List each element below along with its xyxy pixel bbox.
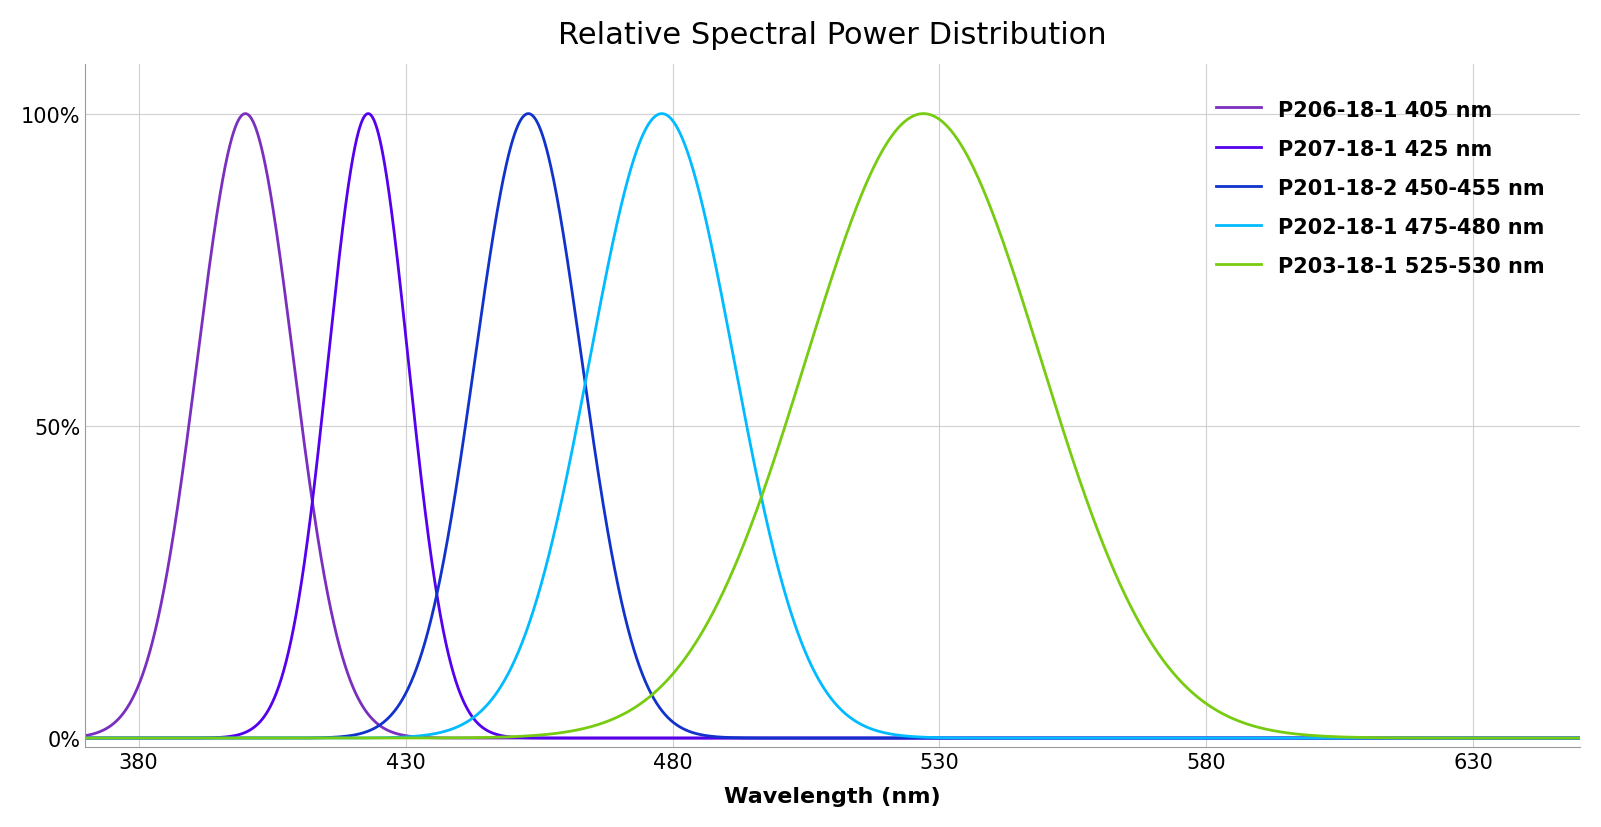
P203-18-1 525-530 nm bbox=[642, 691, 661, 700]
P207-18-1 425 nm bbox=[1114, 734, 1134, 743]
P202-18-1 475-480 nm bbox=[1114, 734, 1134, 743]
P202-18-1 475-480 nm bbox=[642, 116, 661, 126]
P203-18-1 525-530 nm bbox=[1026, 337, 1045, 347]
P206-18-1 405 nm bbox=[1114, 734, 1134, 743]
P206-18-1 405 nm bbox=[1026, 734, 1045, 743]
P206-18-1 405 nm bbox=[642, 734, 661, 743]
P203-18-1 525-530 nm bbox=[914, 109, 933, 119]
P201-18-2 450-455 nm bbox=[1026, 734, 1045, 743]
P206-18-1 405 nm bbox=[290, 397, 309, 407]
P203-18-1 525-530 nm bbox=[1114, 590, 1134, 600]
P203-18-1 525-530 nm bbox=[1284, 729, 1303, 739]
P207-18-1 425 nm bbox=[288, 596, 307, 606]
Line: P201-18-2 450-455 nm: P201-18-2 450-455 nm bbox=[0, 114, 1601, 739]
P201-18-2 450-455 nm bbox=[288, 734, 307, 743]
Line: P202-18-1 475-480 nm: P202-18-1 475-480 nm bbox=[0, 114, 1601, 739]
Line: P203-18-1 525-530 nm: P203-18-1 525-530 nm bbox=[0, 114, 1601, 739]
P202-18-1 475-480 nm bbox=[1026, 734, 1045, 743]
Legend: P206-18-1 405 nm, P207-18-1 425 nm, P201-18-2 450-455 nm, P202-18-1 475-480 nm, : P206-18-1 405 nm, P207-18-1 425 nm, P201… bbox=[1191, 75, 1569, 302]
P201-18-2 450-455 nm bbox=[1418, 734, 1438, 743]
P207-18-1 425 nm bbox=[1026, 734, 1045, 743]
P207-18-1 425 nm bbox=[642, 734, 661, 743]
Title: Relative Spectral Power Distribution: Relative Spectral Power Distribution bbox=[559, 21, 1106, 50]
P201-18-2 450-455 nm bbox=[519, 109, 538, 119]
P207-18-1 425 nm bbox=[1284, 734, 1303, 743]
P201-18-2 450-455 nm bbox=[642, 691, 661, 700]
P206-18-1 405 nm bbox=[235, 109, 255, 119]
Line: P206-18-1 405 nm: P206-18-1 405 nm bbox=[0, 114, 1601, 739]
P206-18-1 405 nm bbox=[1284, 734, 1303, 743]
P202-18-1 475-480 nm bbox=[1284, 734, 1303, 743]
P203-18-1 525-530 nm bbox=[1418, 733, 1438, 743]
P202-18-1 475-480 nm bbox=[652, 109, 671, 119]
P207-18-1 425 nm bbox=[359, 109, 378, 119]
P201-18-2 450-455 nm bbox=[1284, 734, 1303, 743]
Line: P207-18-1 425 nm: P207-18-1 425 nm bbox=[0, 114, 1601, 739]
P201-18-2 450-455 nm bbox=[1114, 734, 1134, 743]
P202-18-1 475-480 nm bbox=[288, 734, 307, 743]
P203-18-1 525-530 nm bbox=[288, 734, 307, 743]
P202-18-1 475-480 nm bbox=[1418, 734, 1438, 743]
P206-18-1 405 nm bbox=[1418, 734, 1438, 743]
P207-18-1 425 nm bbox=[1418, 734, 1438, 743]
X-axis label: Wavelength (nm): Wavelength (nm) bbox=[724, 786, 941, 806]
